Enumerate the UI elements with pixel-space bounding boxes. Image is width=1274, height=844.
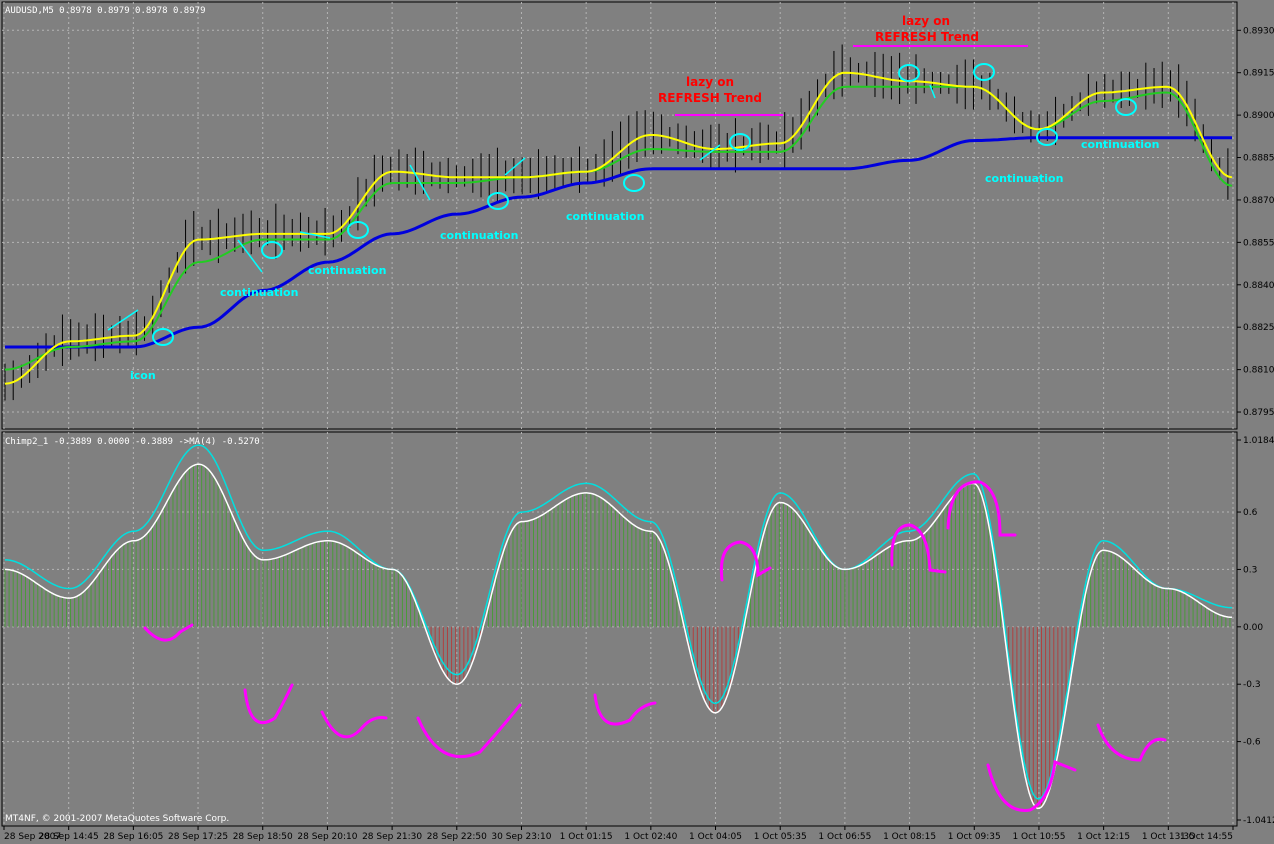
continuation-circle: [1036, 128, 1058, 146]
x-tick-label: 1 Oct 10:55: [1012, 832, 1065, 842]
continuation-label-2: continuation: [308, 264, 386, 277]
main-chart-title: AUDUSD,M5 0.8978 0.8979 0.8978 0.8979: [5, 6, 205, 16]
continuation-circle: [347, 221, 369, 239]
x-tick-label: 1 Oct 02:40: [624, 832, 677, 842]
indicator-pane-frame: [1, 431, 1238, 827]
continuation-circle: [1115, 98, 1137, 116]
main-y-tick-label: 0.8855: [1243, 238, 1274, 248]
indicator-y-tick-label: 0.3: [1243, 565, 1257, 575]
x-tick-label: 1 Oct 13:35: [1142, 832, 1195, 842]
handwritten-arrows: [143, 480, 1167, 812]
indicator-title: Chimp2_1 -0.3889 0.0000 -0.3889 ->MA(4) …: [5, 437, 260, 447]
main-y-tick-label: 0.8795: [1243, 408, 1274, 418]
handwritten-arrow: [1096, 723, 1167, 762]
lazy-on-label-1: lazy on: [686, 75, 734, 89]
handwritten-arrow: [593, 693, 657, 726]
main-y-axis: 0.8930 0.8915 0.8900 0.8885 0.8870 0.8855 0.88…: [1237, 26, 1274, 418]
main-y-tick-label: 0.8900: [1243, 111, 1274, 121]
trend-arrow: [107, 309, 139, 331]
x-tick-label: 28 Sep 22:50: [427, 832, 487, 842]
indicator-grid: [2, 432, 1237, 826]
trend-arrow: [409, 164, 431, 201]
indicator-y-tick-label: -0.6: [1243, 738, 1261, 748]
trend-arrow: [699, 144, 721, 161]
icon-label: icon: [130, 369, 156, 382]
indicator-y-tick-label: 0.6: [1243, 508, 1258, 518]
main-y-tick-label: 0.8840: [1243, 281, 1274, 291]
handwritten-arrow: [143, 623, 194, 642]
long-ma-line: [5, 136, 1232, 349]
x-tick-label: 28 Sep 20:10: [297, 832, 357, 842]
continuation-circle: [152, 328, 174, 346]
x-tick-label: 28 Sep 14:45: [39, 832, 99, 842]
copyright-text: MT4NF, © 2001-2007 MetaQuotes Software C…: [5, 814, 229, 824]
continuation-label-6: continuation: [1081, 138, 1159, 151]
refresh-trend-label-2: REFRESH Trend: [875, 30, 979, 44]
refresh-trend-label-1: REFRESH Trend: [658, 91, 762, 105]
x-tick-label: 28 Sep 21:30: [362, 832, 422, 842]
main-price-pane: AUDUSD,M5 0.8978 0.8979 0.8978 0.8979 0.…: [1, 1, 1274, 430]
signal-line: [4, 463, 1233, 810]
indicator-y-tick-label: 0.00: [1243, 623, 1263, 633]
x-tick-label: 30 Sep 23:10: [491, 832, 551, 842]
x-tick-label: 1 Oct 14:55: [1180, 832, 1233, 842]
continuation-circle: [623, 174, 645, 192]
handwritten-arrow: [719, 540, 772, 582]
main-y-tick-label: 0.8810: [1243, 366, 1274, 376]
oscillator-line: [5, 444, 1233, 800]
continuation-circle: [729, 133, 751, 151]
trend-arrow: [237, 239, 263, 273]
handwritten-arrow: [320, 710, 388, 739]
continuation-label-4: continuation: [566, 210, 644, 223]
trend-arrow: [504, 157, 526, 176]
indicator-y-axis: 1.0184 0.6 0.3 0.00 -0.3 -0.6 -1.0412: [1237, 436, 1274, 826]
x-tick-label: 28 Sep 16:05: [103, 832, 163, 842]
main-y-tick-label: 0.8915: [1243, 69, 1274, 79]
handwritten-arrow: [243, 683, 294, 724]
main-y-tick-label: 0.8870: [1243, 196, 1274, 206]
continuation-circle: [487, 192, 509, 210]
indicator-y-tick-label: -0.3: [1243, 680, 1261, 690]
main-y-tick-label: 0.8825: [1243, 323, 1274, 333]
trend-arrow: [299, 231, 331, 239]
handwritten-arrow: [890, 523, 947, 574]
trend-arrow: [929, 84, 936, 99]
indicator-pane: Chimp2_1 -0.3889 0.0000 -0.3889 ->MA(4) …: [1, 431, 1274, 827]
indicator-y-tick-label: 1.0184: [1243, 436, 1274, 446]
x-tick-label: 1 Oct 09:35: [948, 832, 1001, 842]
handwritten-arrow: [416, 703, 522, 758]
main-y-tick-label: 0.8885: [1243, 154, 1274, 164]
fast-ma-line: [4, 71, 1233, 385]
continuation-label-1: continuation: [220, 286, 298, 299]
continuation-label-5: continuation: [985, 172, 1063, 185]
trend-annotation-marks: [107, 63, 1137, 346]
x-tick-label: 1 Oct 01:15: [560, 832, 613, 842]
lazy-on-label-2: lazy on: [902, 14, 950, 28]
continuation-circle: [261, 241, 283, 259]
x-tick-label: 28 Sep 17:25: [168, 832, 228, 842]
continuation-circle: [973, 63, 995, 81]
handwritten-arrow: [986, 759, 1077, 812]
x-tick-label: 1 Oct 08:15: [883, 832, 936, 842]
handwritten-arrow: [946, 480, 1017, 537]
indicator-y-tick-label: -1.0412: [1243, 816, 1274, 826]
continuation-label-3: continuation: [440, 229, 518, 242]
x-tick-label: 1 Oct 06:55: [818, 832, 871, 842]
x-tick-label: 28 Sep 18:50: [233, 832, 293, 842]
x-tick-label: 1 Oct 04:05: [689, 832, 742, 842]
continuation-circle: [898, 64, 920, 82]
x-tick-label: 1 Oct 12:15: [1077, 832, 1130, 842]
main-y-tick-label: 0.8930: [1243, 26, 1274, 36]
x-tick-label: 28 Sep 2007: [4, 832, 61, 842]
x-tick-label: 1 Oct 05:35: [754, 832, 807, 842]
